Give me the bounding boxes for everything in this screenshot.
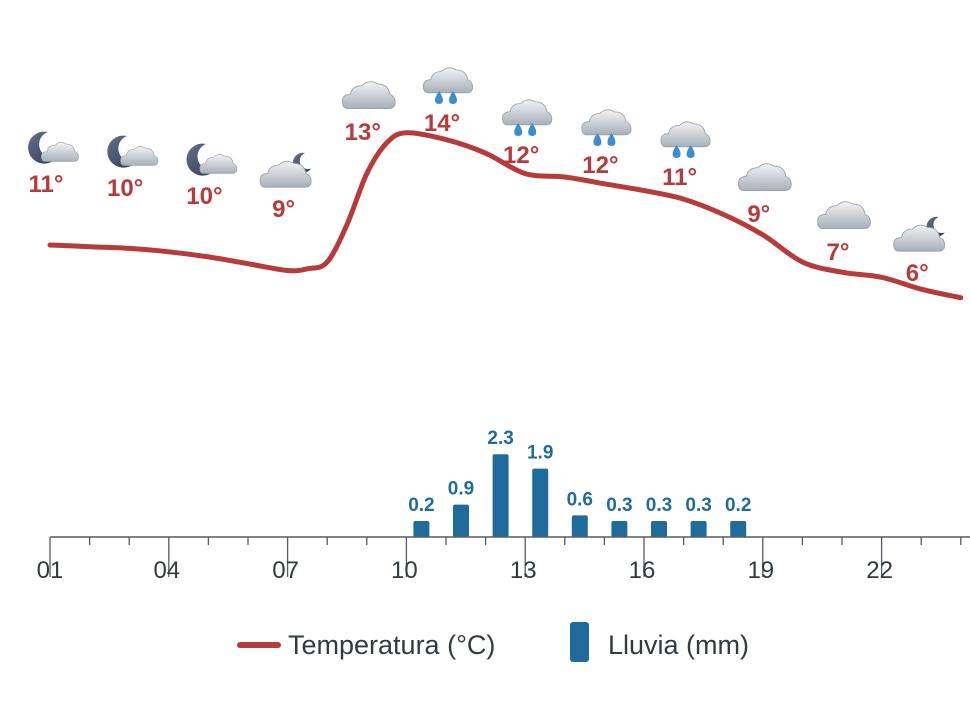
weather-icons: [28, 67, 946, 252]
legend: Temperatura (°C) Lluvia (mm): [237, 622, 749, 662]
cloud-rain-icon: [660, 121, 711, 158]
cloud-rain-icon: [502, 99, 553, 136]
cloud-small-moon-icon: [259, 152, 312, 188]
temperature-label: 9°: [272, 196, 295, 223]
moon-cloud-icon: [186, 143, 238, 176]
rain-bar: [492, 454, 509, 537]
rain-bar: [690, 521, 707, 537]
cloud-icon: [817, 201, 871, 229]
cloud-icon: [737, 163, 792, 191]
rain-bar: [571, 515, 588, 537]
legend-rain-label: Lluvia (mm): [608, 630, 749, 660]
legend-rain-swatch: [570, 622, 589, 662]
rain-bar: [453, 504, 469, 537]
temperature-label: 11°: [662, 164, 697, 191]
x-tick-label: 19: [747, 557, 774, 584]
temperature-label: 9°: [747, 201, 770, 228]
cloud-rain-icon: [422, 67, 474, 104]
rain-label: 1.9: [527, 443, 553, 464]
rain-label: 0.3: [606, 495, 632, 516]
temperature-label: 10°: [107, 175, 143, 202]
temperature-label: 10°: [186, 183, 222, 210]
legend-temperature-label: Temperatura (°C): [288, 630, 495, 660]
rain-bar: [532, 468, 549, 537]
x-tick-label: 01: [37, 557, 64, 584]
temperature-label: 14°: [424, 110, 460, 137]
rain-label: 0.2: [408, 495, 434, 516]
rain-label: 0.3: [685, 495, 711, 516]
rain-bar: [651, 521, 667, 537]
rain-label: 0.6: [567, 489, 593, 510]
temperature-labels: 11° 10° 10° 9°13° 14°12° 12° 11°9°7°6°: [29, 110, 929, 287]
moon-cloud-icon: [28, 131, 79, 164]
temperature-line: [47, 130, 964, 301]
temperature-label: 11°: [29, 171, 64, 198]
x-tick-label: 13: [510, 557, 537, 584]
x-axis: 01 04 07 10 13 16 19 22: [37, 536, 970, 584]
moon-cloud-icon: [107, 135, 159, 168]
x-tick-label: 10: [391, 557, 418, 584]
cloud-icon: [341, 81, 396, 109]
rain-label: 0.9: [448, 479, 474, 500]
temperature-label: 12°: [582, 152, 618, 179]
rain-bar: [730, 521, 747, 537]
temperature-label: 7°: [827, 239, 850, 266]
x-tick-label: 04: [153, 557, 180, 584]
x-tick-label: 07: [272, 557, 299, 584]
x-tick-label: 22: [866, 557, 893, 584]
rain-bar: [611, 521, 628, 537]
temperature-series: [47, 130, 964, 301]
rain-bar: [413, 521, 430, 537]
rain-label: 2.3: [487, 428, 513, 449]
rain-label: 0.3: [646, 495, 672, 516]
temperature-label: 13°: [345, 119, 381, 146]
cloud-small-moon-icon: [893, 216, 946, 252]
rain-series: 0.2 0.9 2.3 1.9 0.6 0.3 0.3 0.3 0.2: [408, 428, 751, 537]
temperature-label: 6°: [906, 260, 929, 287]
cloud-rain-icon: [581, 109, 632, 146]
x-tick-label: 16: [629, 557, 656, 584]
rain-label: 0.2: [725, 495, 751, 516]
